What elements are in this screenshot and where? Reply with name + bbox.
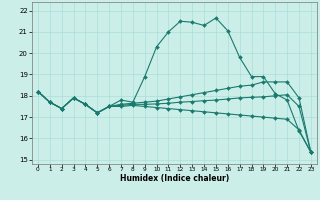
X-axis label: Humidex (Indice chaleur): Humidex (Indice chaleur) — [120, 174, 229, 183]
